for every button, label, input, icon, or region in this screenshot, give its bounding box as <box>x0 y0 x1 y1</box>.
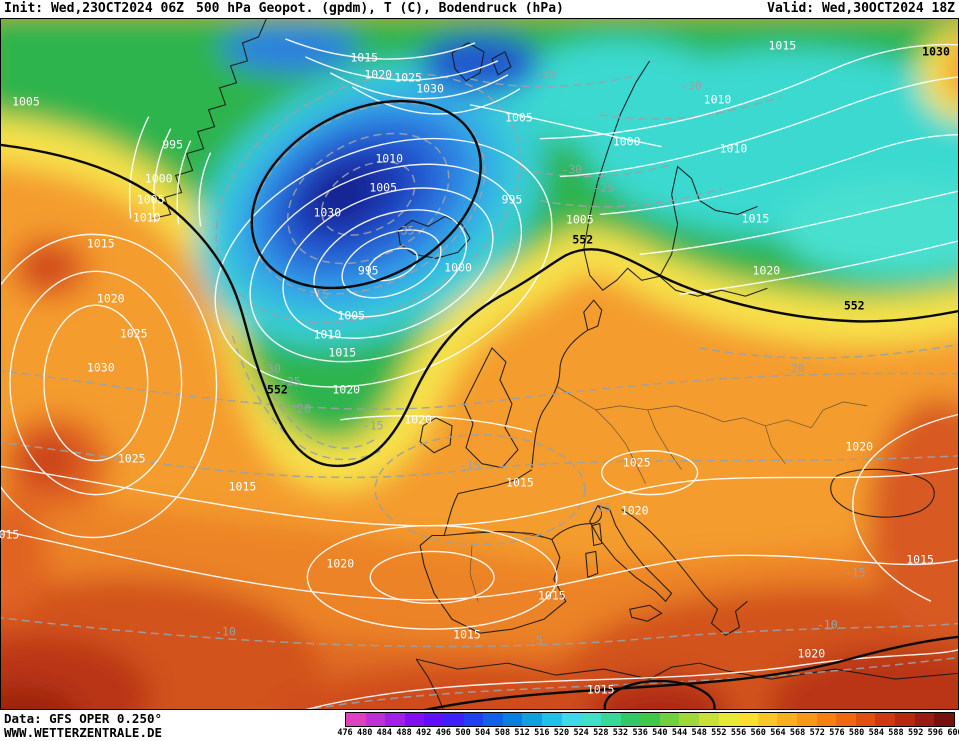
colorbar-cell <box>542 713 562 726</box>
colorbar-tick: 528 <box>593 728 609 738</box>
colorbar-cell <box>600 713 621 726</box>
map-header: Init: Wed,23OCT2024 06Z 500 hPa Geopot. … <box>0 0 959 18</box>
colorbar-cell <box>875 713 896 726</box>
colorbar-cell <box>816 713 837 726</box>
colorbar-cell <box>914 713 935 726</box>
colorbar-tick: 520 <box>553 728 570 738</box>
colorbar-cell <box>797 713 817 726</box>
colorbar-cell <box>659 713 680 726</box>
colorbar-cell <box>581 713 601 726</box>
colorbar-cell <box>620 713 641 726</box>
colorbar-cell <box>483 713 503 726</box>
colorbar-cell <box>836 713 856 726</box>
colorbar-cell <box>640 713 660 726</box>
colorbar-tick: 492 <box>416 728 432 738</box>
colorbar-tick: 512 <box>514 728 530 738</box>
colorbar-tick: 532 <box>612 728 629 738</box>
colorbar-tick: 592 <box>907 728 924 738</box>
color-field <box>1 19 958 709</box>
map-title: 500 hPa Geopot. (gpdm), T (C), Bodendruc… <box>196 1 564 16</box>
colorbar-cell <box>502 713 523 726</box>
colorbar-tick: 480 <box>356 728 373 738</box>
colorbar-tick: 504 <box>475 728 491 738</box>
data-source: Data: GFS OPER 0.250° <box>4 711 163 726</box>
colorbar-cell <box>738 713 758 726</box>
colorbar-tick: 488 <box>396 728 412 738</box>
colorbar-tick: 548 <box>691 728 707 738</box>
colorbar-cell <box>346 713 366 726</box>
temperature-contours <box>1 73 958 709</box>
colorbar-cell <box>561 713 582 726</box>
colorbar-tick: 500 <box>455 728 471 738</box>
weather-map: 1005 995 1000 1005 1010 1015 1020 1025 1030 1025 1… <box>0 18 959 710</box>
colorbar-tick: 584 <box>868 728 884 738</box>
colorbar-tick: 560 <box>750 728 766 738</box>
colorbar-tick: 516 <box>534 728 550 738</box>
coastlines <box>152 19 958 709</box>
colorbar-tick: 484 <box>376 728 393 738</box>
colorbar-tick: 540 <box>652 728 668 738</box>
colorbar-cell <box>698 713 719 726</box>
colorbar-cell <box>444 713 464 726</box>
map-canvas <box>1 19 958 709</box>
colorbar-cell <box>385 713 405 726</box>
colorbar-tick: 568 <box>789 728 806 738</box>
colorbar-tick: 524 <box>573 728 589 738</box>
colorbar-cell <box>679 713 699 726</box>
colorbar-cell <box>757 713 778 726</box>
colorbar-cell <box>777 713 798 726</box>
geopotential-contours <box>1 99 958 709</box>
colorbar-cell <box>718 713 739 726</box>
colorbar-cell <box>934 713 954 726</box>
colorbar-tick: 576 <box>829 728 845 738</box>
colorbar-tick: 508 <box>494 728 511 738</box>
colorbar-cell <box>895 713 915 726</box>
colorbar-tick: 580 <box>848 728 865 738</box>
colorbar-cell <box>365 713 386 726</box>
init-label: Init: Wed,23OCT2024 06Z <box>4 1 185 16</box>
country-borders <box>446 385 868 602</box>
colorbar-cell <box>404 713 425 726</box>
colorbar-tick: 588 <box>888 728 904 738</box>
colorbar-cell <box>855 713 876 726</box>
colorbar-tick: 536 <box>632 728 648 738</box>
valid-label: Valid: Wed,30OCT2024 18Z <box>767 1 955 16</box>
colorbar-legend: 476 480 484 488 492 496 500 504 508 512 516 520 524 5… <box>337 712 959 739</box>
colorbar-tick: 564 <box>770 728 786 738</box>
pressure-isobars <box>1 38 958 709</box>
colorbar-tick: 476 <box>337 728 353 738</box>
colorbar-tick: 556 <box>730 728 747 738</box>
colorbar-tick: 552 <box>711 728 727 738</box>
website: WWW.WETTERZENTRALE.DE <box>4 725 163 740</box>
colorbar-tick: 596 <box>927 728 943 738</box>
colorbar-cell <box>463 713 484 726</box>
colorbar-tick: 600 <box>947 728 959 738</box>
map-footer: Data: GFS OPER 0.250° WWW.WETTERZENTRALE… <box>0 710 959 741</box>
colorbar-tick: 496 <box>435 728 452 738</box>
colorbar-tick: 544 <box>671 728 688 738</box>
colorbar-cell <box>424 713 445 726</box>
colorbar-ticks: 476 480 484 488 492 496 500 504 508 512 516 520 524 5… <box>337 728 959 739</box>
colorbar-tick: 572 <box>809 728 825 738</box>
colorbar-cell <box>522 713 543 726</box>
colorbar <box>345 712 955 727</box>
